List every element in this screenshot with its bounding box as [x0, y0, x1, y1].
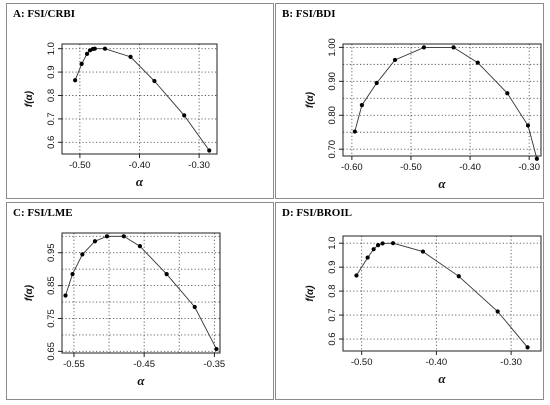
panel-title-a: A: FSI/CRBI: [13, 8, 76, 20]
data-point-d-0: [354, 273, 359, 278]
y-axis-label-d: f(α): [305, 285, 316, 302]
plot-frame-d: [342, 235, 542, 352]
panel-title-b: B: FSI/BDI: [282, 8, 336, 20]
data-point-b-9: [534, 156, 539, 161]
x-tick-label-b-3: -0.30: [518, 162, 540, 173]
x-tick-label-a-1: -0.40: [129, 160, 151, 171]
y-tick-label-c-0: 0.65: [46, 342, 57, 361]
x-tick-label-d-1: -0.40: [426, 357, 448, 368]
y-tick-label-d-2: 0.8: [327, 284, 338, 297]
x-tick-label-b-2: -0.40: [459, 162, 481, 173]
y-tick-label-d-1: 0.7: [327, 308, 338, 321]
panel-title-c: C: FSI/LME: [13, 207, 73, 219]
x-tick-label-a-0: -0.50: [69, 160, 91, 171]
data-point-d-6: [420, 249, 426, 254]
x-axis-label-b: α: [438, 176, 446, 191]
y-tick-label-b-2: 0.90: [327, 72, 338, 91]
y-tick-label-b-0: 0.70: [327, 140, 338, 159]
x-tick-label-d-2: -0.30: [500, 357, 522, 368]
y-tick-label-d-4: 1.0: [327, 237, 338, 250]
data-point-b-7: [505, 91, 510, 96]
data-point-a-5: [92, 46, 97, 51]
panel-d: D: FSI/BROIL -0.50 -0.40 -0.30 0.6 0.7 0.8 0.9…: [275, 202, 544, 400]
plot-frame-b: [342, 43, 542, 157]
x-tick-label-b-0: -0.60: [341, 162, 363, 173]
data-point-c-7: [164, 271, 169, 277]
data-point-c-9: [214, 346, 219, 352]
data-point-b-0: [352, 129, 357, 134]
data-point-d-5: [390, 241, 396, 246]
data-point-d-3: [376, 243, 381, 248]
data-point-a-7: [128, 54, 133, 59]
data-point-d-9: [525, 345, 530, 350]
data-point-b-5: [451, 45, 456, 50]
x-tick-label-b-1: -0.50: [400, 162, 422, 173]
x-tick-label-a-2: -0.30: [188, 160, 210, 171]
x-tick-label-c-0: -0.55: [63, 359, 85, 370]
y-tick-label-c-3: 0.95: [46, 243, 57, 261]
data-point-c-6: [137, 244, 143, 249]
chart-c: -0.55 -0.45 -0.35 0.65 0.75 0.85 0.95 α f(α): [24, 232, 226, 388]
data-point-c-2: [80, 252, 85, 257]
x-tick-label-c-1: -0.45: [133, 359, 155, 370]
data-point-c-0: [63, 293, 68, 298]
x-tick-label-d-0: -0.50: [351, 357, 373, 368]
y-tick-label-a-4: 1.0: [46, 42, 57, 55]
data-point-b-8: [525, 123, 531, 128]
y-tick-label-d-3: 0.9: [327, 261, 338, 274]
x-axis-label-d: α: [438, 371, 446, 386]
x-axis-label-c: α: [137, 373, 145, 388]
data-point-a-2: [84, 51, 90, 56]
y-tick-label-c-2: 0.85: [46, 276, 57, 295]
data-point-b-6: [475, 60, 480, 65]
data-point-c-1: [70, 271, 75, 277]
data-point-c-4: [104, 234, 110, 239]
series-line-d: [356, 242, 528, 348]
plot-frame-c: [61, 232, 221, 354]
data-point-a-10: [207, 148, 212, 153]
data-point-a-6: [102, 46, 108, 51]
data-point-b-4: [421, 45, 427, 50]
series-line-b: [354, 46, 538, 159]
y-tick-label-a-1: 0.7: [46, 112, 57, 125]
series-line-a: [74, 48, 210, 151]
chart-a: -0.50 -0.40 -0.30 0.6 0.7 0.8 0.9 1.0 α f(α): [24, 42, 218, 189]
data-point-b-3: [392, 57, 398, 63]
data-point-a-1: [79, 61, 84, 66]
y-tick-label-a-0: 0.6: [46, 136, 57, 149]
data-point-a-8: [152, 78, 157, 84]
data-point-c-3: [92, 239, 98, 244]
data-point-b-1: [359, 102, 365, 108]
data-point-c-5: [121, 234, 126, 239]
y-tick-label-d-0: 0.6: [327, 332, 338, 345]
x-tick-label-c-2: -0.35: [204, 359, 226, 370]
data-point-b-2: [374, 80, 379, 86]
data-point-a-0: [73, 78, 78, 83]
data-point-a-9: [182, 113, 187, 118]
y-axis-label-b: f(α): [305, 91, 316, 108]
chart-d: -0.50 -0.40 -0.30 0.6 0.7 0.8 0.9 1.0 α f(α): [305, 235, 542, 386]
panel-c: C: FSI/LME -0.55 -0.45 -0.35 0.65 0.75 0.85 0.…: [6, 202, 274, 400]
y-axis-label-a: f(α): [24, 90, 35, 107]
y-tick-label-b-3: 1.00: [327, 38, 338, 57]
data-point-c-8: [192, 304, 197, 310]
panel-title-d: D: FSI/BROIL: [282, 207, 352, 219]
series-line-c: [65, 235, 217, 350]
panel-b: B: FSI/BDI -0.60 -0.50 -0.40 -0.30 0.70 0.80 0…: [275, 3, 544, 199]
data-point-d-1: [365, 255, 370, 260]
chart-b: -0.60 -0.50 -0.40 -0.30 0.70 0.80 0.90 1.00 α f(α…: [305, 38, 542, 191]
y-tick-label-a-3: 0.9: [46, 65, 57, 78]
x-axis-label-a: α: [136, 174, 144, 189]
data-point-d-8: [495, 309, 500, 314]
y-tick-label-a-2: 0.8: [46, 89, 57, 102]
panel-a: A: FSI/CRBI -0.50 -0.40 -0.30 0.6 0.7 0.8 0.9 1…: [6, 3, 274, 199]
data-point-d-7: [456, 274, 461, 279]
data-point-d-4: [380, 241, 385, 246]
y-tick-label-c-1: 0.75: [46, 309, 57, 328]
data-point-d-2: [371, 247, 376, 252]
y-axis-label-c: f(α): [24, 284, 35, 301]
y-tick-label-b-1: 0.80: [327, 106, 338, 125]
